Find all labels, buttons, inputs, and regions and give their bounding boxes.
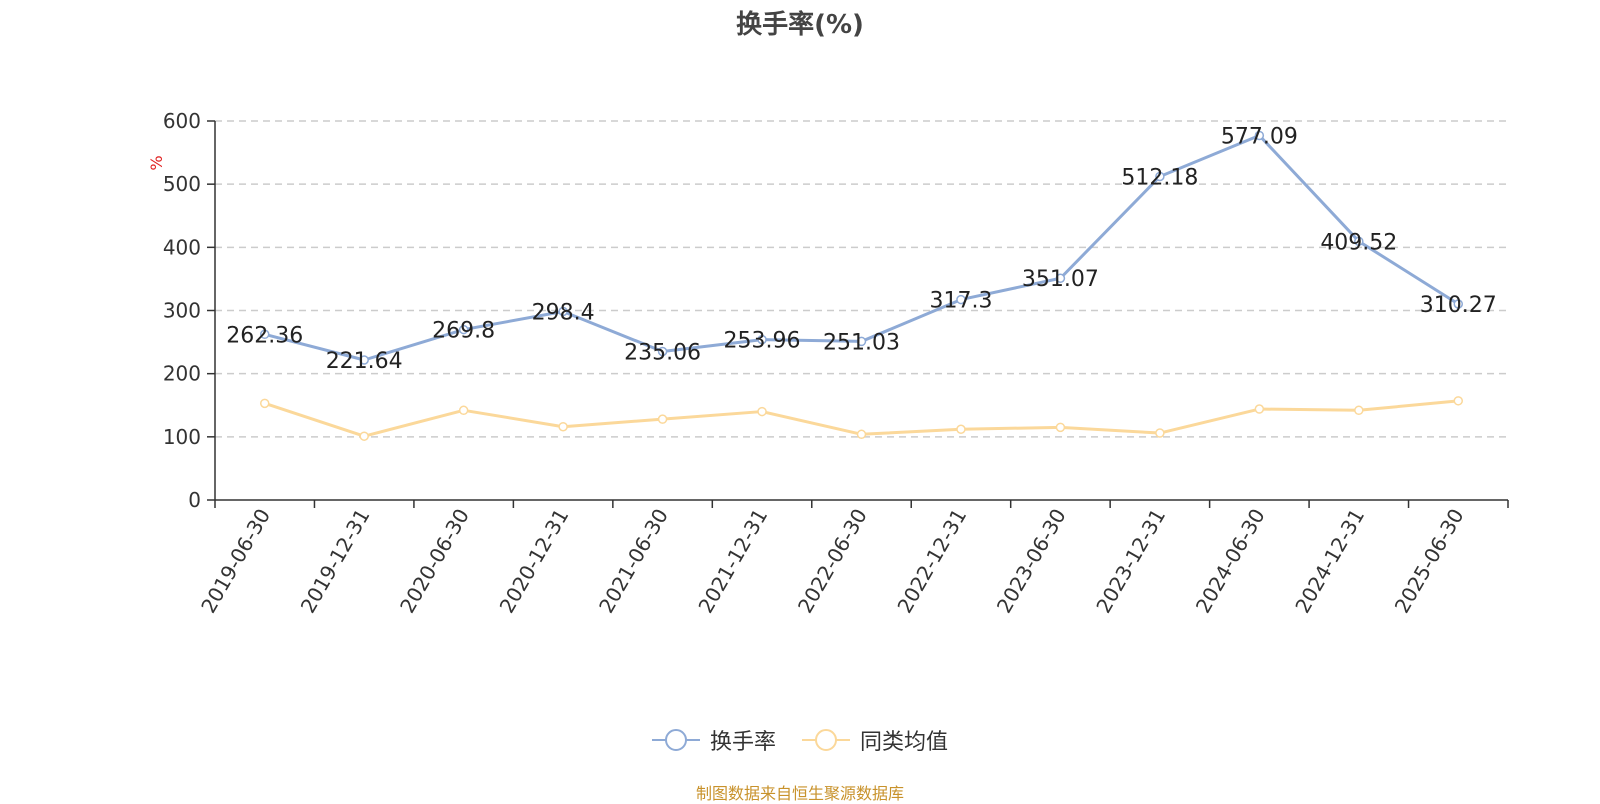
data-label: 253.96 (724, 329, 801, 354)
x-tick-label: 2019-12-31 (296, 505, 375, 618)
data-point-series-1 (458, 405, 469, 416)
data-point-series-0 (1453, 299, 1464, 309)
x-tick-label: 2024-12-31 (1290, 505, 1369, 618)
legend-item-series-0[interactable]: 换手率 (651, 724, 776, 756)
grid-lines (215, 120, 1508, 438)
x-tick-label: 2022-12-31 (892, 505, 971, 618)
y-tick-label: 400 (163, 235, 201, 259)
x-tick-label: 2021-12-31 (693, 505, 772, 618)
data-point-series-1 (856, 429, 867, 440)
data-point-series-0 (458, 324, 469, 335)
series-lines (259, 130, 1464, 441)
x-tick-label: 2019-06-30 (196, 505, 275, 618)
data-point-series-1 (1254, 404, 1265, 414)
data-label: 577.09 (1221, 124, 1298, 149)
data-point-series-0 (1155, 171, 1165, 182)
x-tick-label: 2023-06-30 (992, 505, 1071, 618)
data-point-series-0 (359, 355, 369, 365)
data-point-series-0 (259, 329, 270, 340)
y-tick-label: 500 (163, 172, 201, 196)
x-tick-label: 2025-06-30 (1390, 505, 1469, 618)
data-point-series-1 (1453, 396, 1464, 406)
data-point-series-1 (1354, 405, 1364, 416)
data-label: 269.8 (432, 319, 495, 344)
data-label: 262.36 (226, 323, 303, 348)
x-tick-label: 2021-06-30 (594, 505, 673, 618)
data-label: 235.06 (624, 341, 701, 366)
data-label: 298.4 (532, 301, 595, 326)
data-point-series-0 (657, 346, 668, 357)
x-tick-label: 2024-06-30 (1191, 505, 1270, 618)
y-tick-label: 300 (163, 299, 201, 323)
data-point-series-1 (1055, 422, 1066, 433)
data-point-series-0 (757, 334, 767, 345)
data-point-series-0 (856, 336, 867, 347)
y-tick-label: 100 (163, 425, 201, 449)
x-tick-label: 2023-12-31 (1091, 505, 1170, 618)
data-point-series-1 (757, 406, 767, 417)
x-tick-label: 2022-06-30 (793, 505, 872, 618)
data-point-series-1 (956, 424, 966, 435)
data-point-series-1 (1155, 428, 1165, 438)
x-tick-label: 2020-12-31 (495, 505, 574, 618)
data-point-series-0 (956, 294, 966, 305)
data-label: 310.27 (1420, 293, 1497, 318)
data-point-series-1 (558, 421, 568, 432)
x-tick-label: 2020-06-30 (395, 505, 474, 618)
legend-label-series-0: 换手率 (709, 730, 776, 755)
data-point-series-0 (1354, 236, 1364, 247)
legend-item-series-1[interactable]: 同类均值 (802, 724, 948, 756)
data-label: 317.3 (929, 289, 992, 314)
data-point-series-1 (657, 414, 668, 424)
legend-marker-series-0 (651, 729, 700, 751)
data-label: 512.18 (1121, 165, 1198, 190)
legend-label-series-1: 同类均值 (860, 730, 949, 755)
legend-marker-series-1 (802, 729, 850, 751)
data-label: 221.64 (326, 349, 403, 374)
data-point-series-0 (1254, 130, 1265, 141)
legend: 换手率 同类均值 (0, 722, 1600, 758)
y-tick-label: 0 (188, 488, 201, 512)
data-label: 409.52 (1320, 230, 1397, 255)
data-label: 251.03 (823, 330, 900, 355)
source-note: 制图数据来自恒生聚源数据库 (695, 784, 904, 803)
y-tick-label: 600 (163, 109, 201, 133)
y-tick-label: 200 (163, 362, 201, 386)
data-point-series-1 (259, 398, 270, 409)
data-point-series-0 (1055, 273, 1066, 283)
data-labels: 262.36 221.64 269.8 298.4 235.06 253.96 251.03… (226, 124, 1497, 374)
chart-title: 换手率(%) (736, 10, 864, 40)
data-point-series-1 (359, 431, 369, 441)
data-label: 351.07 (1022, 267, 1099, 292)
y-axis-label: % (147, 155, 166, 170)
data-point-series-0 (558, 306, 568, 317)
